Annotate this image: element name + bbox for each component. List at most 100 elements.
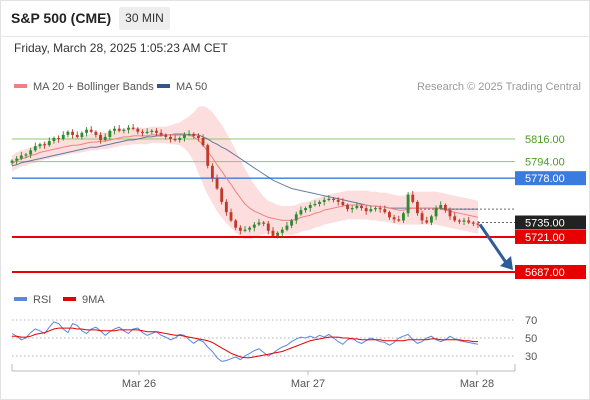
candle-body xyxy=(85,129,88,133)
legend-label-ma20: MA 20 + Bollinger Bands xyxy=(33,81,154,93)
x-tick-mar-28: Mar 28 xyxy=(460,378,494,390)
candle-body xyxy=(192,133,196,136)
candle-body xyxy=(392,217,396,220)
x-tick-mar-27: Mar 27 xyxy=(291,378,325,390)
legend-swatch xyxy=(14,297,27,301)
candle-body xyxy=(285,225,289,230)
candle-body xyxy=(155,130,158,133)
projection-arrow xyxy=(478,223,509,265)
legend-swatch xyxy=(157,84,170,88)
candle-body xyxy=(448,210,452,217)
candle-body xyxy=(346,204,349,210)
candle-body xyxy=(43,144,47,146)
candle-body xyxy=(196,135,200,138)
candle-body xyxy=(290,220,294,226)
credit-text: Research © 2025 Trading Central xyxy=(417,81,581,93)
candle-body xyxy=(238,227,242,231)
level-label-5794.00: 5794.00 xyxy=(525,157,565,169)
candle-body xyxy=(141,131,144,133)
candle-body xyxy=(252,224,256,228)
candle-body xyxy=(80,132,84,137)
candle-body xyxy=(224,201,228,213)
projection-arrowhead xyxy=(500,256,513,270)
timestamp: Friday, March 28, 2025 1:05:23 AM CET xyxy=(14,41,228,55)
last-price-badge xyxy=(515,215,586,230)
candle-body xyxy=(145,131,149,133)
candle-body xyxy=(304,208,308,211)
candle-body xyxy=(327,198,331,200)
candle-body xyxy=(313,203,317,206)
candle-body xyxy=(402,213,405,221)
candle-body xyxy=(75,134,79,137)
candle-body xyxy=(113,128,116,131)
instrument-symbol: S&P 500 (CME) xyxy=(11,10,112,26)
legend-label-ma9: 9MA xyxy=(82,294,105,306)
candle-body xyxy=(360,206,363,209)
candle-body xyxy=(457,220,461,222)
candle-body xyxy=(308,204,312,209)
candle-body xyxy=(257,222,261,225)
candle-body xyxy=(471,222,475,224)
candle-body xyxy=(178,137,182,141)
level-label-5778.00: 5778.00 xyxy=(525,173,565,185)
candle-body xyxy=(462,220,466,222)
candle-body xyxy=(411,194,415,202)
chart-header: S&P 500 (CME) 30 MIN xyxy=(0,0,590,37)
candle-body xyxy=(234,220,238,228)
candle-body xyxy=(103,136,107,141)
candle-body xyxy=(369,209,373,212)
candle-body xyxy=(406,194,410,214)
candle-body xyxy=(415,201,419,214)
candle-body xyxy=(434,208,438,217)
legend-swatch xyxy=(14,84,27,88)
level-badge-5721.00 xyxy=(515,229,586,244)
candle-body xyxy=(108,130,112,137)
candle-body xyxy=(294,214,298,221)
candle-body xyxy=(15,158,19,161)
candle-body xyxy=(322,199,326,202)
candle-body xyxy=(262,222,266,224)
rsi-line xyxy=(11,321,479,362)
legend-label-ma50: MA 50 xyxy=(176,81,207,93)
candle-body xyxy=(280,229,284,233)
candle-body xyxy=(364,208,368,212)
candle-body xyxy=(206,145,210,166)
candle-body xyxy=(57,137,61,140)
candle-body xyxy=(453,216,457,221)
candle-body xyxy=(276,232,280,236)
candle-body xyxy=(89,129,93,132)
candle-body xyxy=(271,230,275,236)
timeframe-button[interactable]: 30 MIN xyxy=(119,7,170,30)
candle-body xyxy=(159,132,163,135)
x-tick-mar-26: Mar 26 xyxy=(122,378,156,390)
candle-body xyxy=(136,128,140,132)
level-label-5816.00: 5816.00 xyxy=(525,134,565,146)
candle-body xyxy=(355,206,359,209)
candle-body xyxy=(99,134,102,141)
candle-body xyxy=(117,128,121,131)
candle-body xyxy=(66,131,70,135)
candle-body xyxy=(420,213,424,221)
bollinger-band xyxy=(12,106,478,239)
candle-body xyxy=(350,208,354,210)
candle-body xyxy=(299,210,303,215)
candle-body xyxy=(122,129,126,131)
ma20-line xyxy=(11,133,479,221)
candle-body xyxy=(131,127,135,129)
rsi-tick-50: 50 xyxy=(525,333,537,345)
candle-body xyxy=(215,178,219,189)
candle-body xyxy=(332,198,335,200)
level-badge-5778.00 xyxy=(515,171,586,186)
candle-body xyxy=(173,139,177,141)
rsi-tick-30: 30 xyxy=(525,351,537,363)
candle-body xyxy=(38,144,42,147)
candle-body xyxy=(266,223,270,231)
candle-body xyxy=(467,220,471,223)
candle-body xyxy=(127,127,130,130)
candle-body xyxy=(164,134,168,137)
last-price-label: 5735.00 xyxy=(525,218,565,230)
candle-body xyxy=(33,146,37,151)
candle-body xyxy=(341,201,345,205)
candle-body xyxy=(29,150,33,155)
